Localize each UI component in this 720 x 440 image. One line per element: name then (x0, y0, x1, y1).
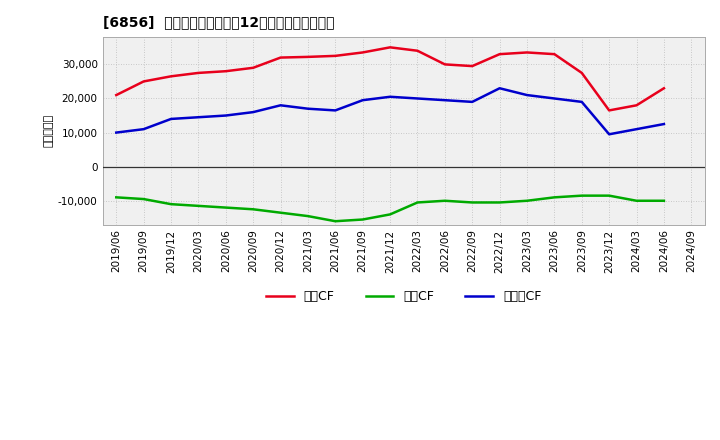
投資CF (577, 193, 586, 198)
Y-axis label: （百万円）: （百万円） (44, 114, 54, 147)
投資CF (523, 198, 531, 203)
フリーCF (222, 113, 230, 118)
投資CF (495, 200, 504, 205)
営業CF (577, 70, 586, 76)
投資CF (304, 213, 312, 219)
フリーCF (468, 99, 477, 105)
投資CF (249, 207, 258, 212)
営業CF (413, 48, 422, 53)
フリーCF (550, 96, 559, 101)
営業CF (112, 92, 120, 98)
営業CF (167, 73, 176, 79)
営業CF (249, 65, 258, 70)
営業CF (605, 108, 613, 113)
投資CF (194, 203, 203, 209)
フリーCF (441, 98, 449, 103)
営業CF (468, 63, 477, 69)
営業CF (331, 53, 340, 59)
フリーCF (660, 121, 668, 127)
投資CF (413, 200, 422, 205)
投資CF (605, 193, 613, 198)
フリーCF (386, 94, 395, 99)
投資CF (441, 198, 449, 203)
Legend: 営業CF, 投資CF, フリーCF: 営業CF, 投資CF, フリーCF (261, 286, 546, 308)
フリーCF (112, 130, 120, 135)
フリーCF (577, 99, 586, 105)
投資CF (550, 195, 559, 200)
投資CF (276, 210, 285, 215)
投資CF (222, 205, 230, 210)
営業CF (304, 54, 312, 59)
営業CF (523, 50, 531, 55)
営業CF (495, 51, 504, 57)
フリーCF (359, 98, 367, 103)
フリーCF (194, 114, 203, 120)
営業CF (276, 55, 285, 60)
フリーCF (249, 110, 258, 115)
フリーCF (495, 86, 504, 91)
Line: 営業CF: 営業CF (116, 48, 664, 110)
フリーCF (632, 127, 641, 132)
営業CF (441, 62, 449, 67)
投資CF (167, 202, 176, 207)
フリーCF (167, 116, 176, 121)
営業CF (359, 50, 367, 55)
投資CF (140, 196, 148, 202)
投資CF (331, 219, 340, 224)
フリーCF (140, 127, 148, 132)
フリーCF (276, 103, 285, 108)
フリーCF (413, 96, 422, 101)
フリーCF (331, 108, 340, 113)
投資CF (359, 217, 367, 222)
営業CF (632, 103, 641, 108)
投資CF (112, 195, 120, 200)
投資CF (660, 198, 668, 203)
Line: 投資CF: 投資CF (116, 196, 664, 221)
投資CF (386, 212, 395, 217)
フリーCF (304, 106, 312, 111)
営業CF (660, 86, 668, 91)
投資CF (468, 200, 477, 205)
Line: フリーCF: フリーCF (116, 88, 664, 134)
営業CF (550, 51, 559, 57)
営業CF (140, 79, 148, 84)
営業CF (194, 70, 203, 76)
フリーCF (605, 132, 613, 137)
投資CF (632, 198, 641, 203)
営業CF (222, 69, 230, 74)
Text: [6856]  キャッシュフローの12か月移動合計の推移: [6856] キャッシュフローの12か月移動合計の推移 (102, 15, 334, 29)
フリーCF (523, 92, 531, 98)
営業CF (386, 45, 395, 50)
